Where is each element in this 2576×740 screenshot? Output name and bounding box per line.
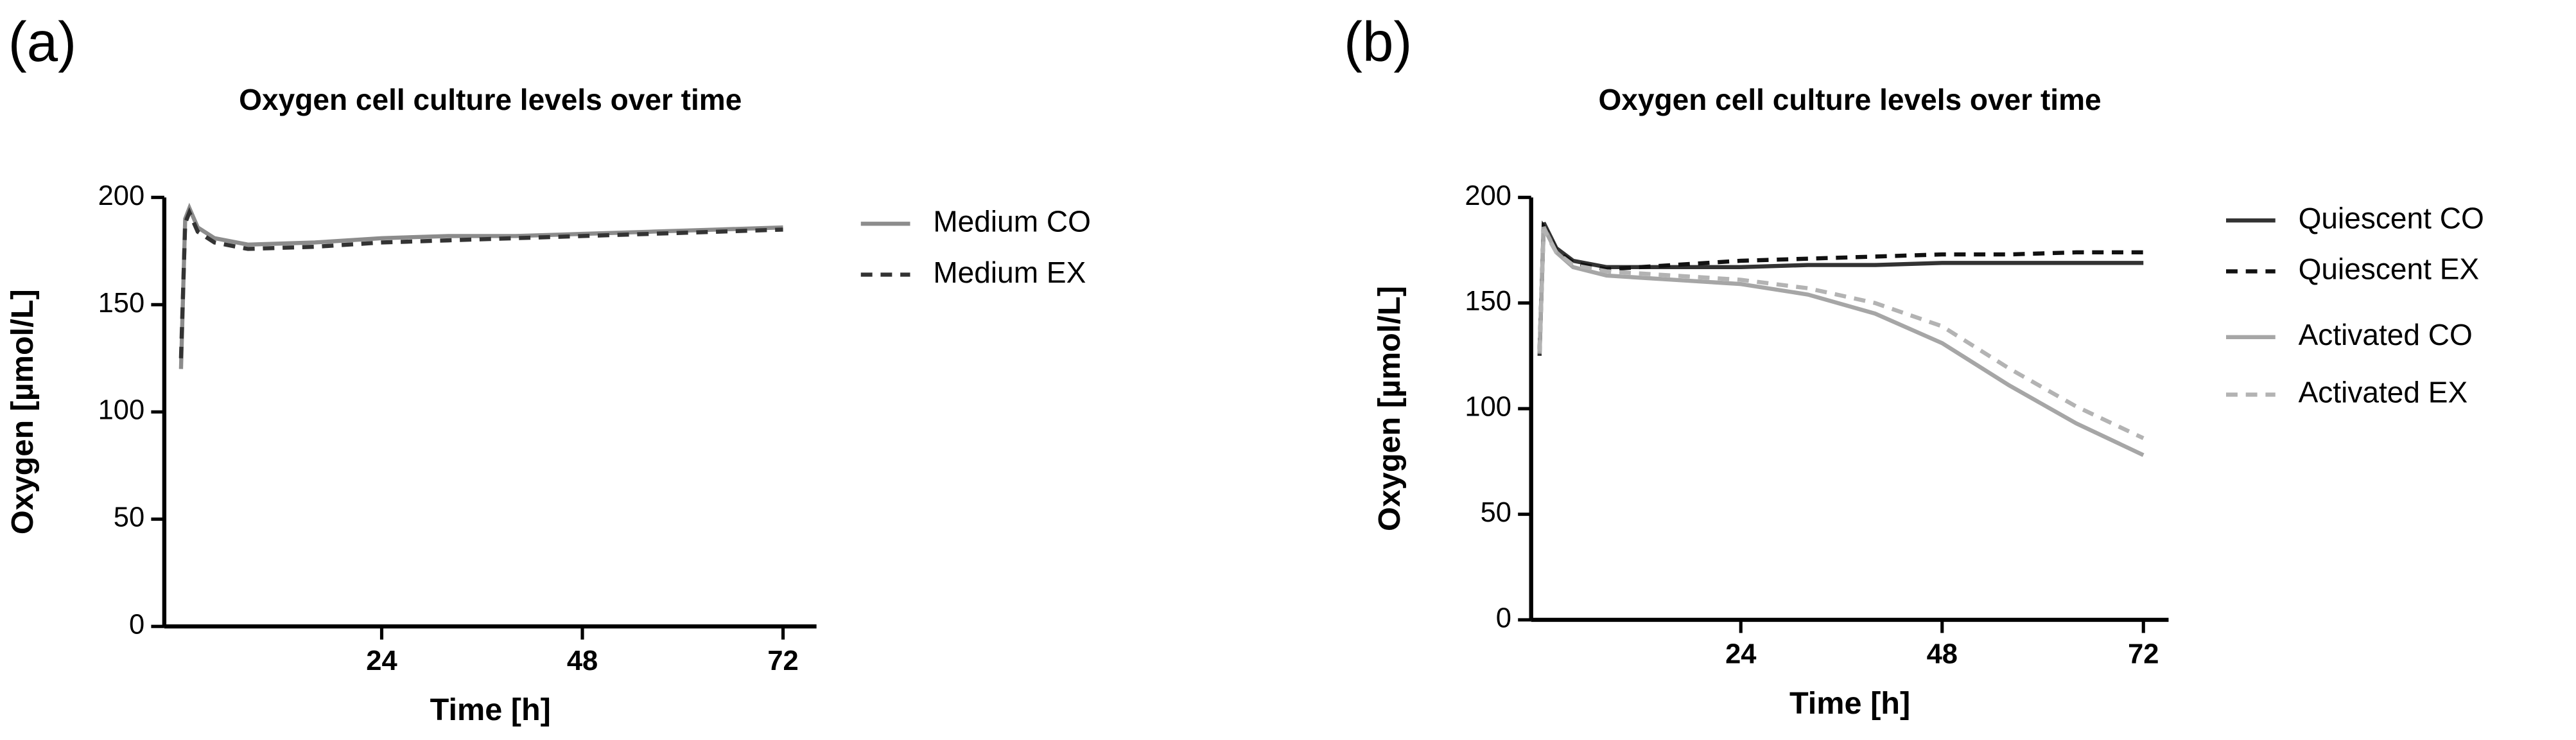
- data-line: [1537, 228, 2145, 441]
- panel-label: (a): [8, 11, 76, 73]
- data-line: [1537, 222, 2144, 357]
- legend-label: Activated CO: [2299, 318, 2473, 351]
- y-tick-label: 150: [1465, 286, 1511, 317]
- x-tick-label: 72: [767, 646, 798, 676]
- x-axis-label: Time [h]: [1789, 686, 1910, 721]
- legend-label: Medium CO: [933, 204, 1091, 238]
- chart-title: Oxygen cell culture levels over time: [1598, 83, 2101, 116]
- x-tick-label: 48: [567, 646, 598, 676]
- x-axis-label: Time [h]: [430, 692, 551, 727]
- legend-label: Medium EX: [933, 256, 1086, 289]
- x-tick-label: 24: [1725, 639, 1756, 670]
- y-tick-label: 0: [1496, 603, 1511, 633]
- legend-label: Quiescent EX: [2299, 252, 2480, 286]
- data-line: [178, 202, 783, 369]
- panel-label: (b): [1344, 11, 1412, 73]
- data-line: [178, 207, 783, 358]
- y-tick-label: 200: [1465, 181, 1511, 211]
- y-axis-label: Oxygen [µmol/L]: [5, 289, 40, 534]
- y-tick-label: 200: [98, 181, 145, 211]
- y-tick-label: 100: [1465, 392, 1511, 423]
- y-tick-label: 0: [129, 610, 144, 640]
- x-tick-label: 24: [366, 646, 397, 676]
- y-tick-label: 50: [114, 502, 144, 533]
- legend-label: Quiescent CO: [2299, 201, 2484, 234]
- y-tick-label: 50: [1481, 497, 1511, 528]
- legend-label: Activated EX: [2299, 376, 2468, 409]
- data-line: [1537, 220, 2144, 350]
- y-tick-label: 150: [98, 288, 145, 319]
- x-tick-label: 48: [1927, 639, 1958, 670]
- x-tick-label: 72: [2128, 639, 2159, 670]
- y-axis-label: Oxygen [µmol/L]: [1372, 286, 1407, 531]
- y-tick-label: 100: [98, 395, 145, 426]
- data-line: [1537, 225, 2145, 457]
- chart-title: Oxygen cell culture levels over time: [239, 83, 742, 116]
